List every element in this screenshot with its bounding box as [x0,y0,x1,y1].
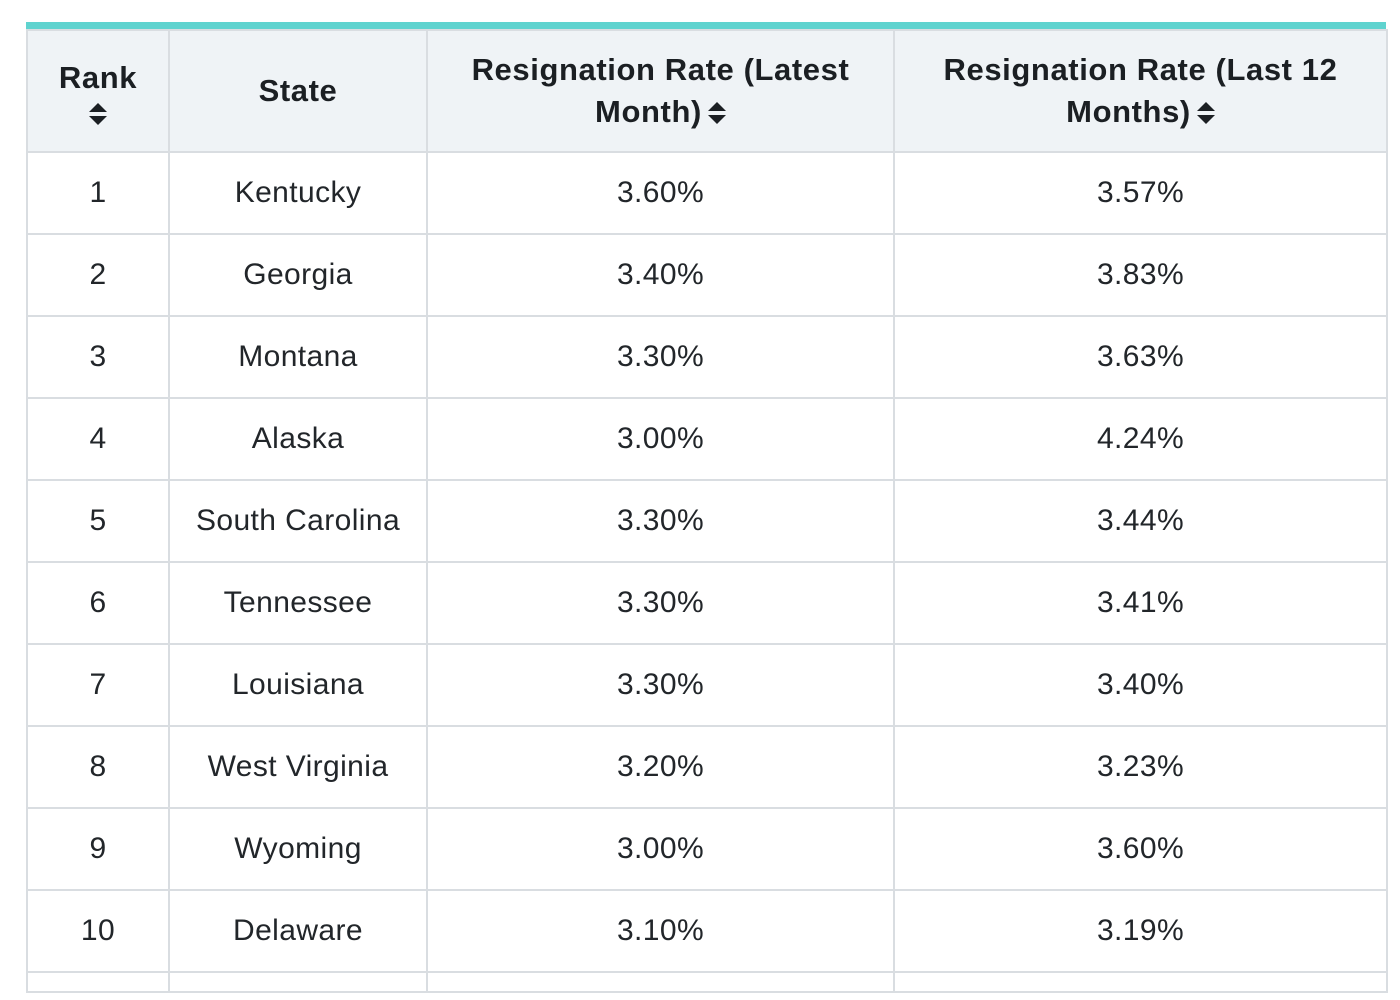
table-row: 5 South Carolina 3.30% 3.44% [26,479,1388,563]
cell-rank: 8 [26,725,170,809]
sort-up-down-icon[interactable] [707,102,726,124]
cell-state: South Carolina [168,479,428,563]
cell-latest-month: 3.30% [426,315,895,399]
column-header-latest-month-label: Resignation Rate (Latest Month) [471,52,850,129]
cell-latest-month: 3.30% [426,561,895,645]
table-row-partial [26,971,1388,993]
sort-up-down-icon[interactable] [1196,102,1215,124]
cell-state: Delaware [168,889,428,973]
cell-rank: 10 [26,889,170,973]
table-body: 1 Kentucky 3.60% 3.57% 2 Georgia 3.40% 3… [26,151,1388,993]
cell-rank: 5 [26,479,170,563]
column-header-rank[interactable]: Rank [26,29,170,153]
cell-state: Montana [168,315,428,399]
cell-latest-month: 3.10% [426,889,895,973]
table-row: 10 Delaware 3.10% 3.19% [26,889,1388,973]
table-row: 6 Tennessee 3.30% 3.41% [26,561,1388,645]
table-row: 9 Wyoming 3.00% 3.60% [26,807,1388,891]
cell-state: Louisiana [168,643,428,727]
column-header-rank-label: Rank [58,60,138,95]
cell-empty [168,971,428,993]
table-row: 8 West Virginia 3.20% 3.23% [26,725,1388,809]
cell-latest-month: 3.40% [426,233,895,317]
cell-empty [893,971,1388,993]
cell-state: Alaska [168,397,428,481]
resignation-rate-table-container: Rank State Resignation Rate (Latest Mont… [26,22,1388,993]
cell-rank: 4 [26,397,170,481]
resignation-rate-table: Rank State Resignation Rate (Latest Mont… [26,29,1388,993]
cell-last-12-months: 3.41% [893,561,1388,645]
table-header: Rank State Resignation Rate (Latest Mont… [26,29,1388,153]
column-header-last-12-months-label: Resignation Rate (Last 12 Months) [943,52,1338,129]
column-header-last-12-months[interactable]: Resignation Rate (Last 12 Months) [893,29,1388,153]
cell-last-12-months: 3.40% [893,643,1388,727]
header-row: Rank State Resignation Rate (Latest Mont… [26,29,1388,153]
cell-state: Kentucky [168,151,428,235]
cell-empty [26,971,170,993]
column-header-latest-month[interactable]: Resignation Rate (Latest Month) [426,29,895,153]
cell-rank: 6 [26,561,170,645]
cell-state: Wyoming [168,807,428,891]
cell-rank: 2 [26,233,170,317]
cell-state: West Virginia [168,725,428,809]
cell-latest-month: 3.30% [426,479,895,563]
cell-state: Tennessee [168,561,428,645]
cell-rank: 1 [26,151,170,235]
cell-rank: 7 [26,643,170,727]
cell-rank: 9 [26,807,170,891]
cell-last-12-months: 3.57% [893,151,1388,235]
cell-latest-month: 3.00% [426,807,895,891]
cell-latest-month: 3.20% [426,725,895,809]
cell-latest-month: 3.00% [426,397,895,481]
table-row: 2 Georgia 3.40% 3.83% [26,233,1388,317]
sort-up-down-icon[interactable] [89,103,107,125]
cell-last-12-months: 4.24% [893,397,1388,481]
cell-latest-month: 3.30% [426,643,895,727]
cell-empty [426,971,895,993]
table-row: 1 Kentucky 3.60% 3.57% [26,151,1388,235]
table-row: 4 Alaska 3.00% 4.24% [26,397,1388,481]
cell-last-12-months: 3.19% [893,889,1388,973]
column-header-state[interactable]: State [168,29,428,153]
cell-latest-month: 3.60% [426,151,895,235]
cell-last-12-months: 3.60% [893,807,1388,891]
table-row: 3 Montana 3.30% 3.63% [26,315,1388,399]
cell-last-12-months: 3.63% [893,315,1388,399]
table-row: 7 Louisiana 3.30% 3.40% [26,643,1388,727]
cell-last-12-months: 3.83% [893,233,1388,317]
cell-last-12-months: 3.44% [893,479,1388,563]
cell-state: Georgia [168,233,428,317]
cell-rank: 3 [26,315,170,399]
cell-last-12-months: 3.23% [893,725,1388,809]
column-header-state-label: State [258,73,338,108]
